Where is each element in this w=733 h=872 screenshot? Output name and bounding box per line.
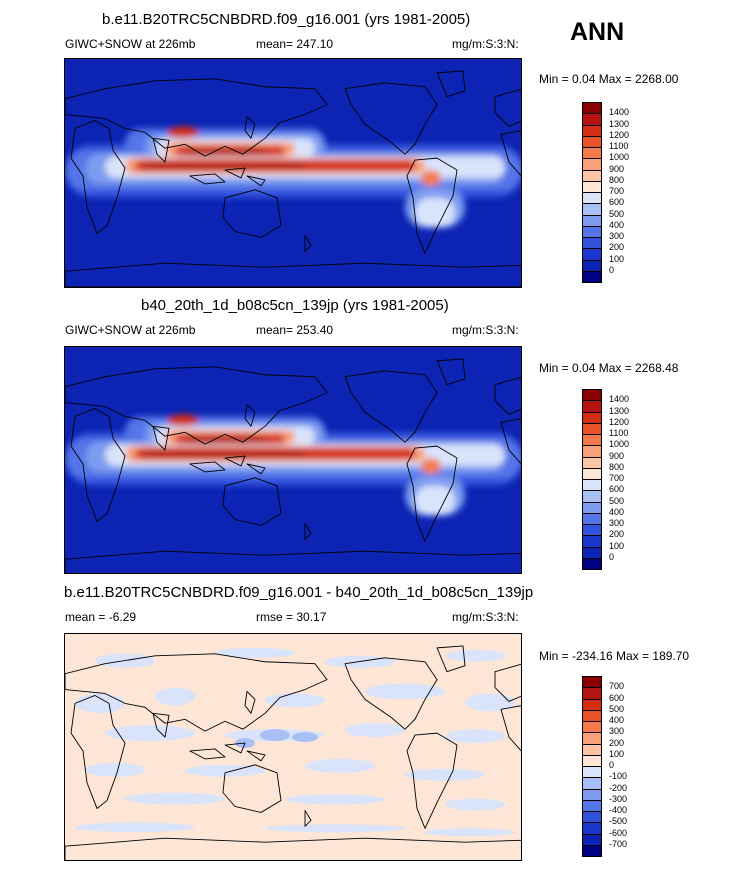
colorbar-label: 200 [609, 242, 625, 253]
season-label: ANN [570, 18, 625, 46]
colorbar-label: 400 [609, 219, 625, 230]
colorbar-label: 700 [609, 681, 625, 692]
colorbar-label: 600 [609, 484, 625, 495]
colorbar-label: 500 [609, 703, 625, 714]
colorbar-label: 300 [609, 726, 625, 737]
panel-3-minmax: Min = -234.16 Max = 189.70 [539, 649, 690, 663]
colorbar-swatch [582, 270, 602, 283]
panel-3-units-label: mg/m:S:3:N: [452, 610, 519, 624]
colorbar-label: 500 [609, 208, 625, 219]
colorbar-label: 700 [609, 186, 625, 196]
colorbar-label: 200 [609, 529, 625, 540]
colorbar-label: 500 [609, 495, 625, 506]
colorbar-label: -300 [609, 793, 628, 804]
colorbar-label: 600 [609, 197, 625, 208]
colorbar-label: 1200 [609, 129, 630, 140]
panel-1-title: b.e11.B20TRC5CNBDRD.f09_g16.001 (yrs 198… [102, 11, 471, 28]
colorbar-swatch [582, 557, 602, 570]
panel-1-units-label: mg/m:S:3:N: [452, 37, 519, 51]
panel-2-map [64, 346, 522, 574]
colorbar-label: 100 [609, 748, 625, 759]
panel-2-variable-label: GIWC+SNOW at 226mb [65, 323, 196, 337]
difference-map-plot [65, 634, 521, 860]
colorbar-label: 0 [609, 760, 615, 770]
panel-1-variable-label: GIWC+SNOW at 226mb [65, 37, 196, 51]
colorbar-label: 100 [609, 253, 625, 264]
colorbar-label: -700 [609, 838, 628, 849]
panel-1-colorbar: 1400 1300 1200 1100 1000 900 800 700 600 500 400 30… [582, 102, 662, 283]
colorbar-label: 800 [609, 461, 625, 472]
colorbar-label: 1300 [609, 405, 630, 416]
coastlines [65, 70, 521, 287]
panel-1-map [64, 58, 522, 288]
coastlines [65, 358, 521, 573]
panel-3-map [64, 633, 522, 861]
colorbar-label: 700 [609, 473, 625, 483]
colorbar-label: 300 [609, 518, 625, 528]
colorbar-label: 1400 [609, 394, 630, 405]
colorbar-label: 300 [609, 231, 625, 241]
field-map-plot [65, 347, 521, 573]
colorbar-label: 400 [609, 506, 625, 517]
panel-1-mean-label: mean= 247.10 [256, 37, 334, 51]
panel-1-minmax: Min = 0.04 Max = 2268.00 [539, 72, 679, 86]
colorbar-label: 1300 [609, 118, 630, 129]
colorbar-label: -600 [609, 827, 628, 838]
colorbar-label: 0 [609, 551, 615, 562]
colorbar-label: 1000 [609, 439, 630, 450]
panel-2-minmax: Min = 0.04 Max = 2268.48 [539, 361, 679, 375]
panel-2-mean-label: mean= 253.40 [256, 323, 334, 337]
colorbar-label: 0 [609, 264, 615, 275]
colorbar-label: 800 [609, 174, 625, 185]
panel-3-title: b.e11.B20TRC5CNBDRD.f09_g16.001 - b40_20… [64, 584, 534, 601]
panel-2-title: b40_20th_1d_b08c5cn_139jp (yrs 1981-2005… [141, 297, 449, 314]
colorbar-label: 1100 [609, 141, 629, 151]
panel-2-units-label: mg/m:S:3:N: [452, 323, 519, 337]
colorbar-swatch [582, 844, 602, 857]
colorbar-label: 900 [609, 450, 625, 461]
field-map-plot [65, 59, 521, 287]
colorbar-label: 400 [609, 715, 625, 725]
panel-2-colorbar: 1400 1300 1200 1100 1000 900 800 700 600 500 400 30… [582, 389, 662, 570]
panel-3-rmse-label: rmse = 30.17 [256, 610, 327, 624]
colorbar-label: 200 [609, 737, 625, 748]
colorbar-label: 1400 [609, 107, 630, 118]
colorbar-label: -100 [609, 771, 628, 782]
colorbar-label: 100 [609, 540, 625, 551]
colorbar-label: -200 [609, 782, 628, 793]
colorbar-label: 1200 [609, 416, 630, 427]
colorbar-label: 1000 [609, 152, 630, 163]
colorbar-label: 1100 [609, 428, 629, 438]
colorbar-label: -400 [609, 805, 628, 815]
colorbar-label: 900 [609, 163, 625, 174]
panel-3-mean-label: mean = -6.29 [65, 610, 137, 624]
panel-3-colorbar: 700 600 500 400 300 200 100 0 -100 -200 -300 -400 -5… [582, 676, 662, 857]
colorbar-label: -500 [609, 816, 628, 827]
colorbar-label: 600 [609, 692, 625, 703]
coastlines [65, 645, 521, 860]
